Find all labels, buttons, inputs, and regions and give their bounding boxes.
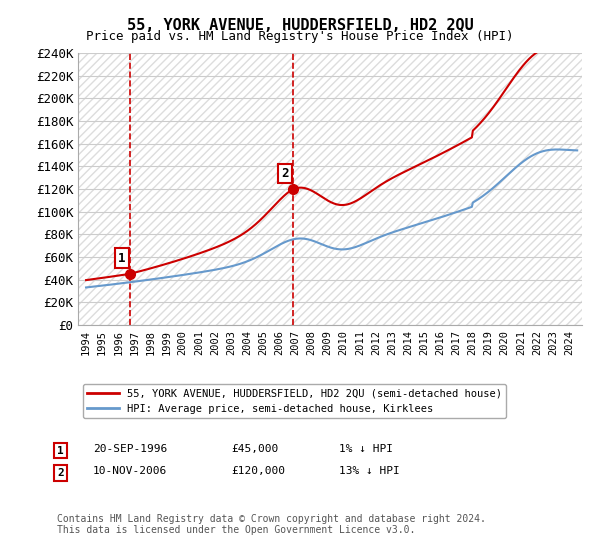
Text: £45,000: £45,000 — [231, 444, 278, 454]
Text: 1: 1 — [57, 446, 64, 456]
Text: £120,000: £120,000 — [231, 466, 285, 477]
Text: 1% ↓ HPI: 1% ↓ HPI — [339, 444, 393, 454]
Legend: 55, YORK AVENUE, HUDDERSFIELD, HD2 2QU (semi-detached house), HPI: Average price: 55, YORK AVENUE, HUDDERSFIELD, HD2 2QU (… — [83, 384, 506, 418]
Text: 10-NOV-2006: 10-NOV-2006 — [93, 466, 167, 477]
Text: Contains HM Land Registry data © Crown copyright and database right 2024.: Contains HM Land Registry data © Crown c… — [57, 514, 486, 524]
Text: 13% ↓ HPI: 13% ↓ HPI — [339, 466, 400, 477]
Text: 2: 2 — [57, 468, 64, 478]
Text: Price paid vs. HM Land Registry's House Price Index (HPI): Price paid vs. HM Land Registry's House … — [86, 30, 514, 43]
Text: This data is licensed under the Open Government Licence v3.0.: This data is licensed under the Open Gov… — [57, 525, 415, 535]
Text: 2: 2 — [281, 167, 289, 180]
Text: 20-SEP-1996: 20-SEP-1996 — [93, 444, 167, 454]
Text: 1: 1 — [118, 251, 125, 264]
Text: 55, YORK AVENUE, HUDDERSFIELD, HD2 2QU: 55, YORK AVENUE, HUDDERSFIELD, HD2 2QU — [127, 18, 473, 33]
